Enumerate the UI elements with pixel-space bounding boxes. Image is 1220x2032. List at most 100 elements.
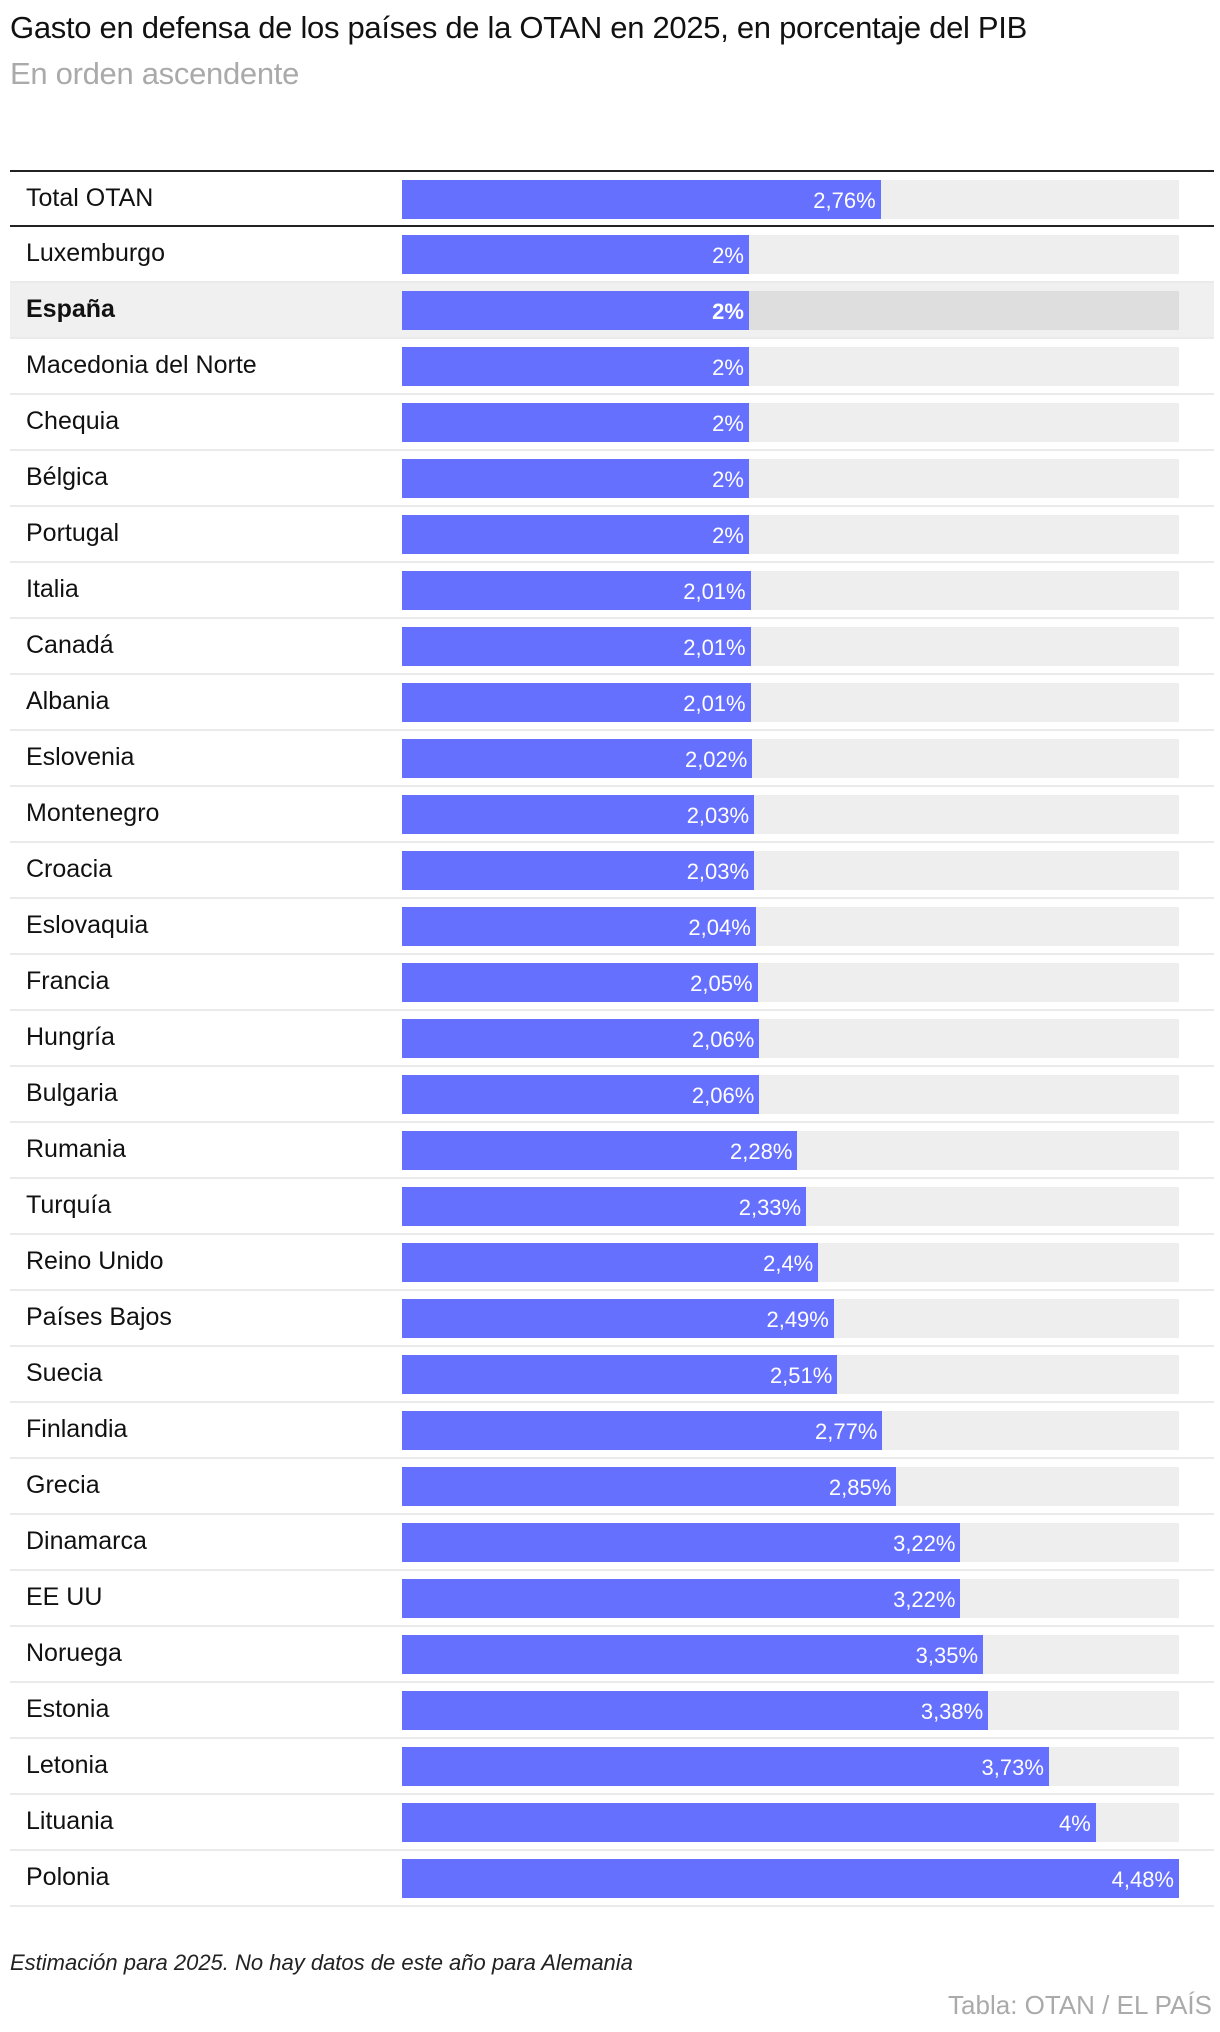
table-row: Estonia 3,38% [10,1683,1214,1739]
table-row: Francia 2,05% [10,955,1214,1011]
source-credit: Tabla: OTAN / EL PAÍS [948,1990,1212,2020]
bar: 2,02% [402,739,753,778]
bar: 3,38% [402,1691,989,1730]
table-row: Eslovenia 2,02% [10,731,1214,787]
bar: 2,51% [402,1355,838,1394]
table-row: Finlandia 2,77% [10,1403,1214,1459]
row-label: Finlandia [26,1415,128,1443]
row-label: Eslovaquia [26,911,149,939]
table-row: Países Bajos 2,49% [10,1291,1214,1347]
value-label: 2,06% [691,1083,755,1108]
bar: 2,03% [402,795,755,834]
bar-track: 2% [402,459,1179,498]
value-label: 4,48% [1111,1867,1174,1892]
bar-track: 2% [402,291,1179,330]
bar-track: 2,06% [402,1075,1179,1114]
value-label: 2% [712,243,744,268]
row-label: Bulgaria [26,1079,118,1107]
row-label: Turquía [26,1191,112,1219]
row-label: Polonia [26,1863,110,1891]
bar: 2,76% [402,180,881,219]
bar-track: 2,04% [402,907,1179,946]
value-label: 2,76% [813,188,876,213]
bar: 2,01% [402,683,751,722]
row-label: Estonia [26,1695,110,1723]
value-label: 2,49% [766,1307,829,1332]
bar: 2% [402,347,749,386]
table-row: Bélgica 2% [10,451,1214,507]
bar-track: 2,51% [402,1355,1179,1394]
value-label: 2,03% [686,859,750,884]
row-label: Italia [26,575,79,603]
bar: 2,06% [402,1019,760,1058]
bar-track: 3,22% [402,1523,1179,1562]
bar: 4,48% [402,1859,1179,1898]
row-label: Croacia [26,855,113,883]
table-row: Macedonia del Norte 2% [10,339,1214,395]
value-label: 2% [712,523,744,548]
total-row: Total OTAN 2,76% [10,170,1214,227]
bar: 3,35% [402,1635,984,1674]
footnote: Estimación para 2025. No hay datos de es… [10,1950,633,1975]
table-row: Noruega 3,35% [10,1627,1214,1683]
value-label: 2,77% [815,1419,878,1444]
bar-track: 4% [402,1803,1179,1842]
bar: 2,28% [402,1131,798,1170]
row-label: Suecia [26,1359,103,1387]
value-label: 2,02% [684,747,748,772]
bar: 2,33% [402,1187,807,1226]
bar-track: 3,22% [402,1579,1179,1618]
chart-title: Gasto en defensa de los países de la OTA… [10,10,1027,45]
row-label: Francia [26,967,110,995]
row-label: Montenegro [26,799,160,827]
row-label: Reino Unido [26,1247,164,1275]
row-label: Bélgica [26,463,108,491]
row-label: Total OTAN [26,184,154,212]
bar-track: 3,73% [402,1747,1179,1786]
value-label: 2% [712,411,744,436]
row-label: Hungría [26,1023,115,1051]
row-label: Países Bajos [26,1303,172,1331]
row-label: Grecia [26,1471,100,1499]
row-label: Portugal [26,519,120,547]
bar: 2,05% [402,963,758,1002]
value-label: 2% [712,467,744,492]
value-label: 2,01% [683,579,746,604]
value-label: 3,22% [893,1587,956,1612]
table-row: Italia 2,01% [10,563,1214,619]
row-label: España [26,295,115,323]
row-label: Noruega [26,1639,122,1667]
bar: 3,22% [402,1523,961,1562]
bar-track: 2,4% [402,1243,1179,1282]
row-label: Chequia [26,407,120,435]
value-label: 4% [1058,1811,1091,1836]
bar-track: 2,49% [402,1299,1179,1338]
table-row: Albania 2,01% [10,675,1214,731]
bar-track: 2% [402,515,1179,554]
table-row: Polonia 4,48% [10,1851,1214,1907]
bar-track: 2,33% [402,1187,1179,1226]
bar: 2% [402,515,749,554]
bar: 2% [402,235,749,274]
row-label: Macedonia del Norte [26,351,257,379]
table-row: Montenegro 2,03% [10,787,1214,843]
bar-track: 2,01% [402,571,1179,610]
table-row: Eslovaquia 2,04% [10,899,1214,955]
value-label: 3,35% [915,1643,979,1668]
value-label: 2,4% [763,1251,814,1276]
value-label: 3,73% [981,1755,1044,1780]
bar-track: 2,76% [402,180,1179,219]
bar-track: 2,85% [402,1467,1179,1506]
table-row: Lituania 4% [10,1795,1214,1851]
bar-track: 3,38% [402,1691,1179,1730]
bar: 2,4% [402,1243,819,1282]
bar-track: 2,77% [402,1411,1179,1450]
value-label: 3,22% [893,1531,956,1556]
chart-subtitle: En orden ascendente [10,56,300,91]
bar: 2% [402,459,749,498]
table-row: Canadá 2,01% [10,619,1214,675]
table-row: Rumania 2,28% [10,1123,1214,1179]
bar: 3,22% [402,1579,961,1618]
bar-track: 2,05% [402,963,1179,1002]
table-row: Letonia 3,73% [10,1739,1214,1795]
